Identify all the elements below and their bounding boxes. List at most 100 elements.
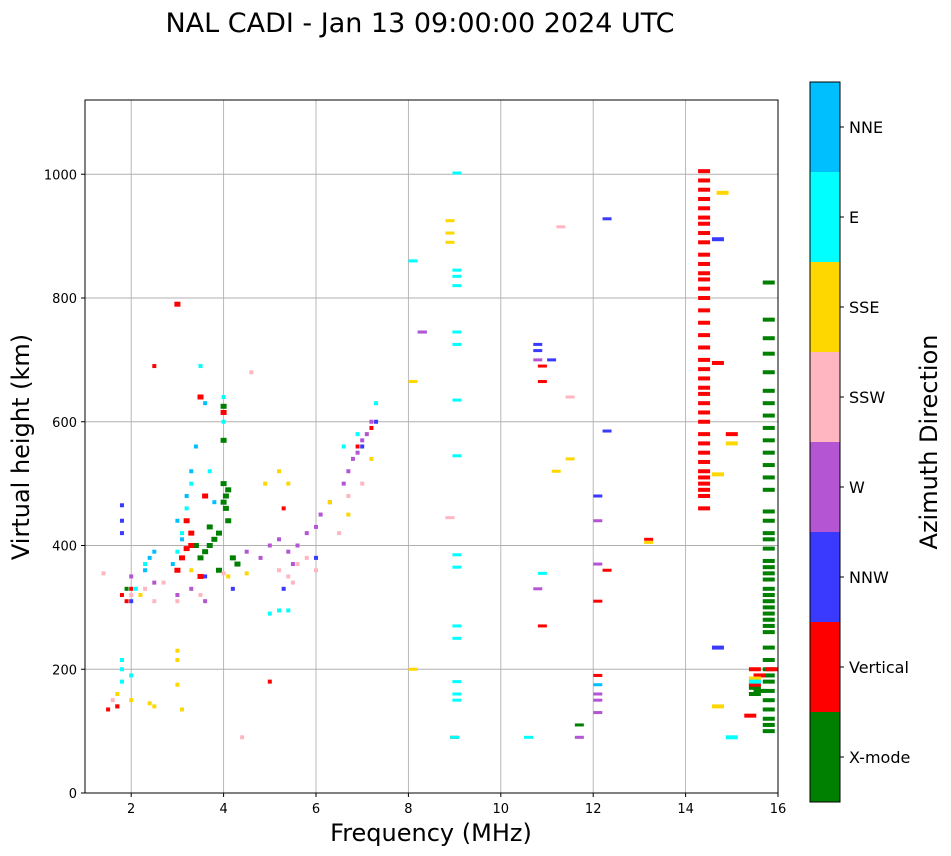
colorbar-frame — [809, 81, 841, 803]
data-point — [452, 698, 462, 702]
data-point — [277, 608, 282, 613]
data-point — [281, 506, 286, 511]
data-point — [374, 419, 379, 424]
data-point — [203, 599, 208, 604]
data-point — [360, 438, 365, 443]
data-point — [408, 259, 418, 263]
data-point — [698, 410, 711, 415]
data-point — [452, 330, 462, 334]
x-tick-label: 12 — [585, 802, 602, 817]
series-nne — [143, 401, 603, 687]
data-point — [574, 723, 584, 727]
data-point — [304, 531, 309, 536]
data-point — [277, 537, 282, 542]
data-point — [234, 561, 241, 567]
data-point — [129, 586, 134, 591]
data-point — [762, 623, 775, 628]
data-point — [277, 469, 282, 474]
data-point — [698, 221, 711, 226]
data-point — [193, 444, 198, 449]
data-point — [537, 571, 547, 575]
data-point — [180, 707, 185, 712]
data-point — [762, 518, 775, 523]
data-point — [197, 394, 204, 400]
data-point — [286, 549, 291, 554]
x-tick-label: 4 — [219, 802, 227, 817]
data-point — [762, 688, 775, 693]
data-point — [762, 336, 775, 341]
data-point — [249, 370, 254, 375]
data-point — [762, 565, 775, 570]
data-point — [212, 500, 217, 505]
data-point — [698, 333, 711, 338]
data-point — [175, 657, 180, 662]
data-point — [240, 735, 245, 740]
data-point — [202, 493, 209, 499]
data-point — [360, 444, 365, 449]
data-point — [258, 555, 263, 560]
colorbar-label: Azimuth Direction — [915, 335, 943, 550]
colorbar-tick-label: SSW — [849, 388, 885, 407]
data-point — [762, 413, 775, 418]
data-point — [762, 370, 775, 375]
data-point — [129, 599, 134, 604]
data-point — [602, 217, 612, 221]
data-point — [133, 586, 138, 591]
data-point — [152, 580, 157, 585]
data-point — [537, 380, 547, 384]
data-point — [161, 580, 166, 585]
data-point — [698, 419, 711, 424]
series-ssw — [101, 225, 575, 740]
y-tick-label: 1000 — [44, 168, 77, 183]
data-point — [364, 432, 369, 437]
data-point — [593, 599, 603, 603]
data-point — [725, 735, 738, 740]
data-point — [183, 518, 190, 524]
data-point — [281, 586, 286, 591]
data-point — [748, 685, 761, 690]
data-point — [698, 271, 711, 276]
data-point — [452, 636, 462, 640]
data-point — [225, 518, 232, 524]
data-point — [698, 206, 711, 211]
data-point — [698, 261, 711, 266]
data-point — [698, 475, 711, 480]
data-point — [188, 543, 195, 548]
data-points — [101, 169, 778, 740]
data-point — [452, 268, 462, 272]
data-point — [748, 667, 761, 672]
data-point — [119, 531, 124, 536]
data-point — [124, 599, 129, 604]
data-point — [762, 599, 775, 604]
data-point — [197, 573, 204, 579]
data-point — [192, 543, 199, 548]
x-tick-label: 2 — [127, 802, 135, 817]
data-point — [644, 540, 654, 544]
data-point — [295, 562, 300, 567]
data-point — [119, 657, 124, 662]
data-point — [762, 698, 775, 703]
data-point — [355, 444, 360, 449]
data-point — [533, 587, 543, 591]
data-point — [147, 555, 152, 560]
data-point — [698, 197, 711, 201]
colorbar-swatch-x-mode — [810, 712, 840, 802]
series-sse — [115, 190, 761, 712]
data-point — [762, 657, 775, 662]
x-tick-label: 14 — [677, 802, 694, 817]
data-point — [762, 611, 775, 616]
data-point — [698, 441, 711, 446]
data-point — [129, 593, 134, 597]
data-point — [711, 645, 724, 650]
x-tick-label: 6 — [312, 802, 320, 817]
data-point — [748, 679, 761, 684]
x-tick-label: 16 — [770, 802, 787, 817]
data-point — [698, 320, 711, 325]
data-point — [565, 457, 575, 461]
data-point — [341, 481, 346, 486]
data-point — [452, 342, 462, 346]
data-point — [184, 506, 189, 511]
data-point — [175, 593, 180, 597]
data-point — [445, 231, 455, 235]
data-point — [119, 667, 124, 672]
